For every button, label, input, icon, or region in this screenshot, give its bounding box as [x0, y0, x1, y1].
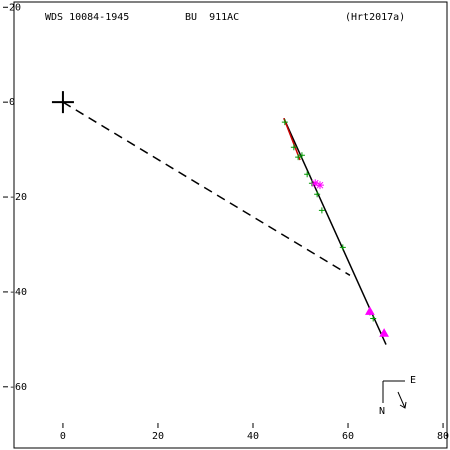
plus-marker: [370, 315, 377, 322]
dashed-line: [62, 101, 351, 276]
plot-frame: [13, 1, 448, 449]
y-tick-label: -40: [9, 287, 27, 298]
x-tick-label: 40: [247, 431, 259, 442]
y-tick-label: -60: [9, 382, 27, 393]
y-tick-label: 0: [9, 97, 15, 108]
plus-marker: [295, 154, 302, 161]
plus-marker: [339, 244, 346, 251]
x-tick-label: 80: [437, 431, 449, 442]
motion-arrowhead: [399, 401, 407, 409]
x-tick-label: 0: [60, 431, 66, 442]
plus-marker: [304, 171, 311, 178]
x-tick-label: 20: [152, 431, 164, 442]
x-tick-label: 60: [342, 431, 354, 442]
compass: E N: [379, 375, 416, 417]
asterisk-marker: [311, 179, 320, 188]
triangle-marker: [365, 306, 375, 315]
plus-marker: [281, 119, 288, 126]
y-tick-label: -20: [9, 192, 27, 203]
compass-east: E: [410, 375, 416, 386]
plus-marker: [290, 144, 297, 151]
fit-line: [283, 118, 301, 161]
compass-north: N: [379, 406, 385, 417]
bigcross-marker: [51, 91, 74, 114]
reference-label: (Hrt2017a): [345, 12, 405, 23]
plus-marker: [314, 191, 321, 198]
fit-line: [283, 117, 387, 345]
triangle-marker: [379, 328, 389, 337]
plus-marker: [298, 152, 305, 159]
motion-arrow: [397, 391, 406, 409]
y-tick-label: 20: [9, 2, 21, 13]
name-label: BU 911AC: [185, 12, 239, 23]
plus-marker: [318, 207, 325, 214]
wds-label: WDS 10084-1945: [45, 12, 129, 23]
asterisk-marker: [315, 181, 324, 190]
